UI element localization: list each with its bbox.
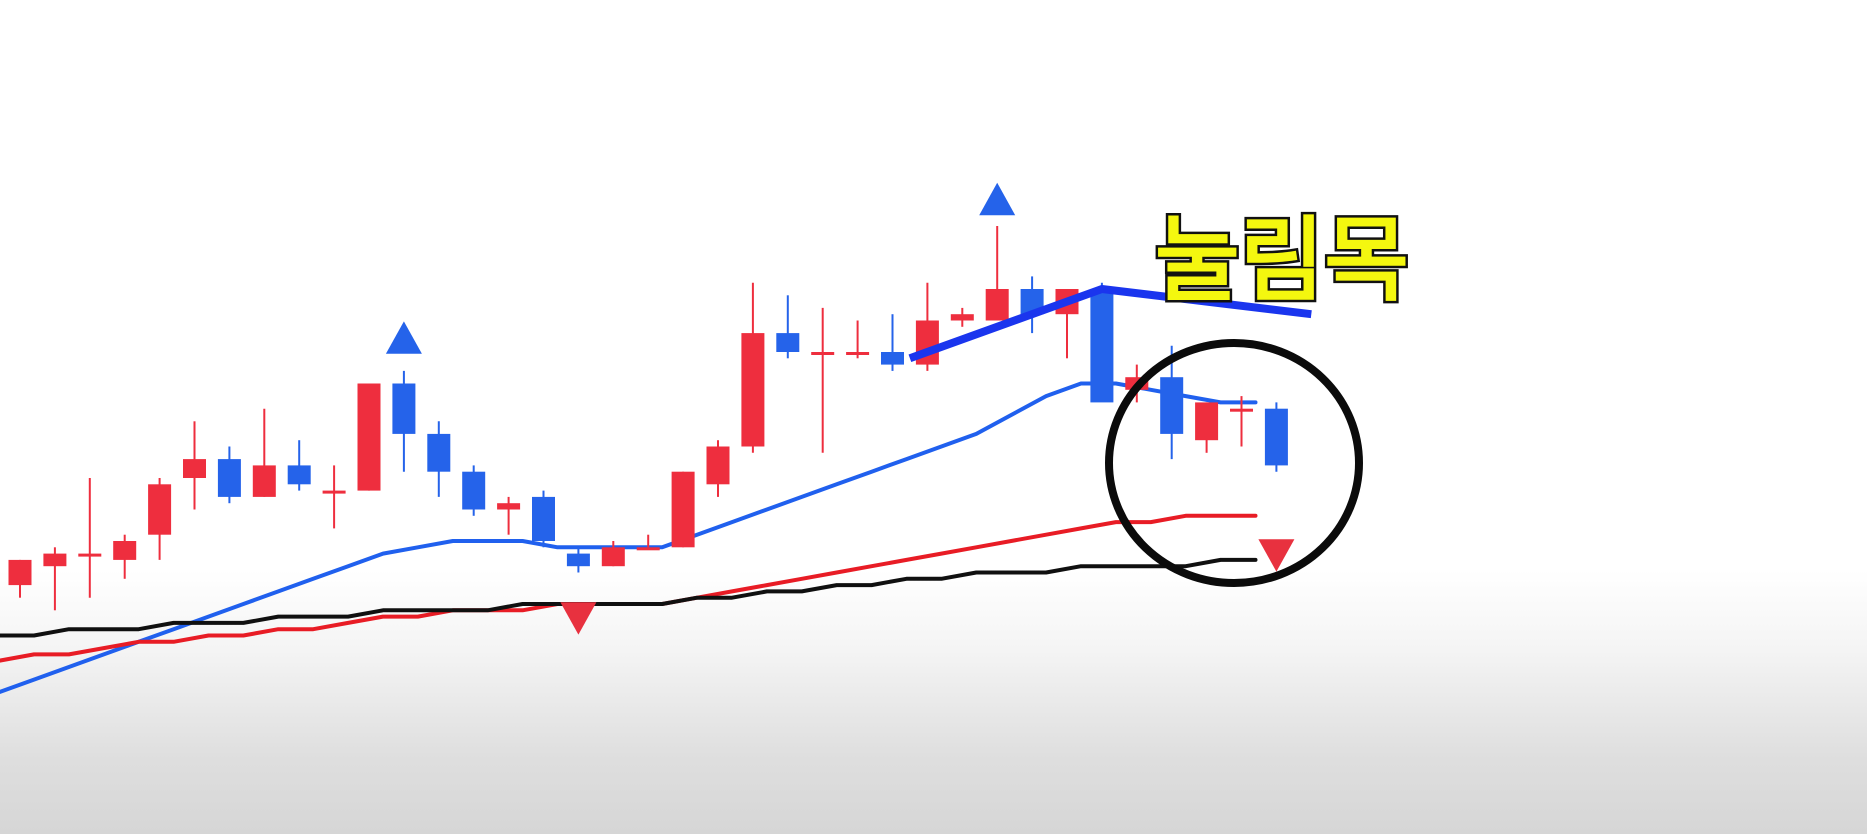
ma-long-line	[0, 557, 1258, 638]
candle	[636, 534, 660, 551]
candle-body	[113, 541, 137, 560]
candle-body	[148, 484, 172, 535]
candle-body	[636, 547, 660, 551]
candle	[462, 465, 486, 516]
candle	[78, 478, 102, 598]
pullback-annotation: 눌림목	[1153, 205, 1412, 317]
candle-body	[532, 496, 555, 541]
candle-body	[741, 333, 765, 447]
highlight-circle	[1105, 339, 1363, 587]
candle	[357, 383, 381, 491]
pullback-annotation-text: 눌림목	[1155, 207, 1409, 314]
candle-body	[462, 471, 486, 510]
candle-body	[566, 553, 590, 567]
signal-markers	[385, 182, 1295, 635]
sell-signal-marker	[560, 602, 597, 635]
candle	[1195, 402, 1219, 453]
candle-body	[183, 459, 206, 478]
candle	[8, 559, 32, 598]
candle-body	[8, 559, 32, 586]
ma-short-line	[0, 381, 1258, 695]
ma-mid-line	[0, 513, 1258, 663]
candle	[252, 408, 276, 497]
candle-body	[811, 352, 835, 355]
candle	[706, 440, 730, 497]
candle-body	[43, 553, 67, 567]
candle	[217, 446, 241, 504]
candle	[1020, 276, 1044, 334]
candle	[601, 541, 625, 567]
candle	[881, 314, 904, 371]
candle	[1230, 396, 1253, 447]
candle	[183, 421, 206, 510]
candle-body	[985, 289, 1009, 321]
pullback-trendline	[908, 285, 1312, 363]
moving-average-lines	[0, 381, 1258, 695]
candle-body	[322, 490, 346, 494]
candle-body	[217, 459, 241, 497]
candle-body	[881, 352, 904, 365]
candle	[1264, 402, 1288, 472]
candle-body	[1230, 408, 1253, 412]
candle	[322, 465, 346, 529]
candle	[392, 370, 416, 472]
candle-body	[1090, 289, 1114, 403]
pullback-line	[908, 285, 1312, 363]
candle	[1160, 345, 1184, 460]
candle	[741, 282, 765, 453]
candle-body	[392, 383, 416, 434]
candle	[776, 295, 800, 359]
candle-body	[1264, 408, 1288, 466]
sell-signal-marker	[1258, 539, 1295, 572]
candle-body	[78, 553, 102, 557]
candle	[811, 307, 835, 453]
candle-body	[252, 465, 276, 497]
candle-body	[846, 352, 870, 355]
candle-body	[706, 446, 730, 485]
candle	[846, 320, 870, 359]
candle-body	[357, 383, 381, 491]
candle	[671, 471, 695, 548]
candle-body	[776, 333, 800, 352]
candle	[566, 547, 590, 573]
candle	[1090, 282, 1114, 403]
candle-body	[950, 314, 974, 321]
candle-body	[287, 465, 311, 485]
candle-body	[671, 471, 695, 548]
candle	[985, 226, 1009, 321]
candle-body	[1195, 402, 1219, 441]
candle	[148, 478, 172, 560]
candle-body	[497, 503, 521, 510]
buy-signal-marker	[979, 182, 1016, 216]
candle	[43, 547, 67, 611]
candle	[287, 440, 311, 491]
candles	[8, 226, 1288, 611]
candle	[532, 490, 555, 548]
candle-body	[427, 433, 451, 472]
candle	[497, 496, 521, 535]
candle	[950, 307, 974, 327]
pullback-highlight-circle	[1105, 339, 1363, 587]
candle	[113, 534, 137, 579]
candle	[427, 421, 451, 497]
candle-body	[1160, 377, 1184, 434]
candle-body	[601, 547, 625, 567]
buy-signal-marker	[385, 321, 422, 354]
